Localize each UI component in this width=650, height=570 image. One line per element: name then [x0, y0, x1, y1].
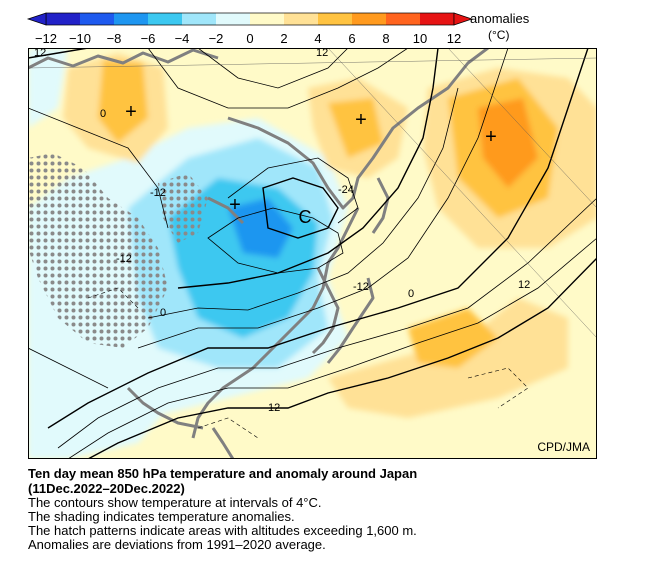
contour-label: 12: [34, 48, 46, 59]
anomaly-map: + + + + C 12 12 0 -12 -24 -12 -12 0 12 1…: [28, 48, 597, 459]
colorbar-swatch: [148, 13, 183, 25]
shade-warm-southeast: [408, 308, 498, 368]
contour-label: 0: [100, 108, 106, 120]
contour-label: -24: [338, 184, 354, 196]
contour-label: 12: [518, 279, 530, 291]
colorbar-tick-label: 10: [413, 31, 427, 46]
colorbar-swatch: [80, 13, 115, 25]
shade-warm-northeast-core: [328, 98, 383, 158]
contour-north: [147, 48, 409, 109]
contour-west: [28, 107, 169, 229]
high-terrain-hatch-2: [158, 173, 208, 243]
contour-label: -12: [353, 281, 369, 293]
contour-minus16: [207, 207, 344, 274]
dashed-contours: [87, 287, 529, 439]
contour-label: 12: [268, 402, 280, 414]
colorbar-swatch: [352, 13, 387, 25]
colorbar-swatch: [182, 13, 217, 25]
contour-north-2: [197, 48, 349, 89]
caption: Ten day mean 850 hPa temperature and ano…: [28, 466, 628, 552]
caption-title: Ten day mean 850 hPa temperature and ano…: [28, 466, 418, 481]
contour-label: 0: [160, 307, 166, 319]
contour-4: [57, 197, 597, 449]
colorbar-swatch: [386, 13, 421, 25]
map-frame: [28, 48, 597, 459]
colorbar-swatches: [45, 12, 455, 26]
colorbar-tick-label: −10: [69, 31, 91, 46]
contour-label: -12: [150, 187, 166, 199]
cold-center-mark: C: [299, 207, 312, 227]
colorbar-tick-label: 4: [314, 31, 321, 46]
high-mark-1: +: [125, 101, 137, 123]
colorbar-swatch: [250, 13, 285, 25]
contour-minus20: [227, 157, 359, 224]
caption-line: Anomalies are deviations from 1991–2020 …: [28, 537, 326, 552]
contour-0: [47, 48, 589, 429]
contour-label: -12: [116, 253, 132, 265]
colorbar-swatch: [216, 13, 251, 25]
colorbar-unit: (°C): [488, 28, 509, 42]
contour-8: [67, 237, 597, 459]
high-terrain-hatch: [28, 153, 168, 348]
colorbar-swatch: [114, 13, 149, 25]
colorbar-tick-labels: −12 −10 −8 −6 −4 −2 0 2 4 6 8 10 12: [35, 31, 461, 46]
colorbar-unit-label: anomalies: [470, 11, 530, 26]
colorbar-tick-label: 8: [382, 31, 389, 46]
high-mark-2: +: [355, 109, 367, 131]
temperature-contours: [28, 48, 597, 459]
shade-warm-northwest-core: [98, 60, 148, 143]
colorbar-tick-label: 0: [246, 31, 253, 46]
colorbar-tick-label: −2: [209, 31, 224, 46]
colorbar-swatch: [46, 13, 81, 25]
caption-line: The hatch patterns indicate areas with a…: [28, 523, 417, 538]
caption-line: The shading indicates temperature anomal…: [28, 509, 295, 524]
caption-period: (11Dec.2022–20Dec.2022): [28, 481, 185, 496]
contour-minus12: [177, 48, 439, 289]
colorbar-swatch: [284, 13, 319, 25]
colorbar-tick-label: −8: [107, 31, 122, 46]
high-mark-4: +: [229, 194, 241, 216]
contour-label: 12: [316, 48, 328, 59]
high-mark-3: +: [485, 126, 497, 148]
colorbar-tick-label: 6: [348, 31, 355, 46]
caption-line: The contours show temperature at interva…: [28, 495, 322, 510]
contour-label: 0: [408, 288, 414, 300]
colorbar-swatch: [318, 13, 353, 25]
colorbar-tick-label: 12: [447, 31, 461, 46]
graticule: [28, 48, 597, 339]
contour-nw-12: [28, 48, 89, 59]
contour-west-2: [28, 347, 109, 389]
shade-warm-east-core: [478, 98, 538, 188]
shade-cold-west: [28, 348, 168, 459]
anomaly-colorbar: −12 −10 −8 −6 −4 −2 0 2 4 6 8 10 12 anomalies (°C): [26, 11, 530, 46]
contour-12-south: [87, 257, 597, 459]
colorbar-arrow-left: [26, 12, 47, 26]
contour-minus8: [147, 87, 459, 319]
colorbar-tick-label: −6: [141, 31, 156, 46]
coastlines: [28, 48, 489, 459]
contour-minus24: [262, 177, 339, 239]
colorbar-arrow-right: [453, 12, 474, 26]
colorbar-tick-label: 2: [280, 31, 287, 46]
colorbar-tick-label: −4: [175, 31, 190, 46]
credit-label: CPD/JMA: [537, 440, 590, 454]
colorbar-swatch: [420, 13, 455, 25]
contour-minus4: [137, 48, 509, 349]
colorbar-tick-label: −12: [35, 31, 57, 46]
shade-cold-small: [228, 198, 293, 258]
contour-label-group: 12 12 0 -12 -24 -12 -12 0 12 12 -1 0: [34, 48, 530, 414]
